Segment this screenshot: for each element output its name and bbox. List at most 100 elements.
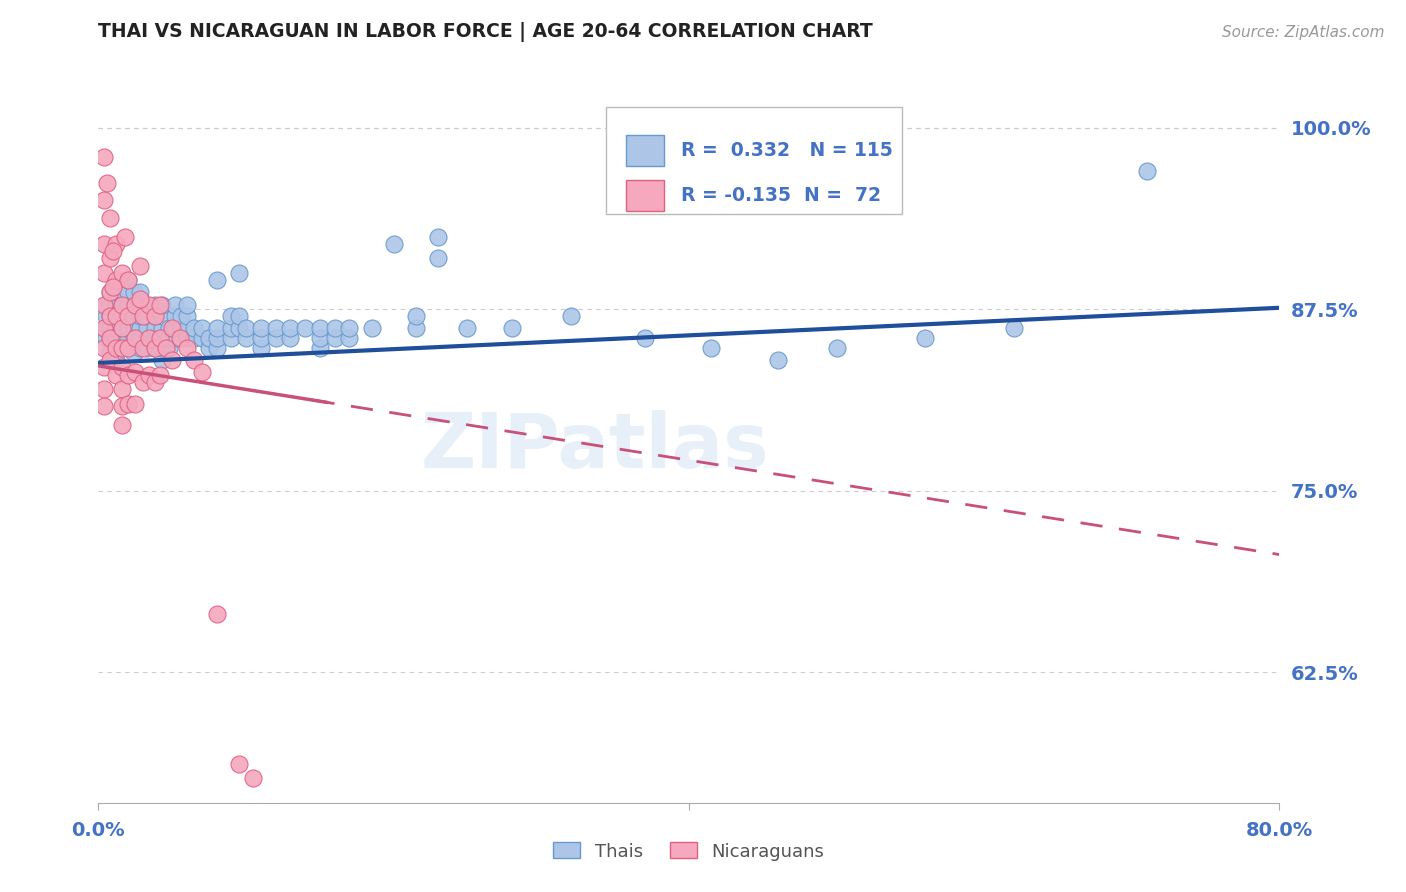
- Point: [427, 229, 450, 244]
- Point: [98, 211, 121, 225]
- Point: [183, 353, 205, 368]
- FancyBboxPatch shape: [606, 107, 901, 214]
- Point: [93, 360, 115, 375]
- Point: [124, 298, 146, 312]
- Point: [205, 331, 228, 345]
- Point: [117, 321, 139, 335]
- Point: [457, 321, 479, 335]
- Point: [111, 310, 134, 324]
- Point: [228, 310, 250, 324]
- Text: R = -0.135  N =  72: R = -0.135 N = 72: [681, 186, 880, 205]
- Point: [157, 342, 180, 356]
- Point: [93, 400, 115, 414]
- FancyBboxPatch shape: [626, 135, 664, 166]
- Point: [98, 345, 121, 359]
- Point: [93, 382, 115, 396]
- Point: [111, 342, 134, 356]
- Point: [176, 310, 198, 324]
- Point: [111, 266, 134, 280]
- Point: [150, 298, 173, 312]
- Point: [122, 298, 145, 312]
- Point: [105, 321, 128, 335]
- Point: [150, 353, 173, 368]
- Point: [93, 150, 115, 164]
- Point: [94, 310, 117, 324]
- Point: [122, 285, 145, 299]
- Point: [221, 310, 243, 324]
- Point: [138, 331, 160, 345]
- Point: [103, 244, 125, 259]
- Point: [157, 321, 180, 335]
- Point: [170, 310, 193, 324]
- Point: [235, 321, 257, 335]
- Point: [93, 236, 115, 251]
- Point: [149, 298, 172, 312]
- Point: [143, 331, 166, 345]
- Point: [122, 310, 145, 324]
- Point: [382, 236, 405, 251]
- Point: [105, 310, 128, 324]
- Point: [235, 331, 257, 345]
- Point: [128, 292, 150, 306]
- Point: [205, 607, 228, 621]
- Point: [136, 321, 159, 335]
- Point: [501, 321, 523, 335]
- Point: [98, 298, 121, 312]
- Point: [183, 331, 205, 345]
- Point: [264, 331, 287, 345]
- Point: [128, 285, 150, 299]
- Point: [111, 285, 134, 299]
- Point: [128, 310, 150, 324]
- Point: [825, 342, 848, 356]
- Point: [1002, 321, 1025, 335]
- Point: [150, 342, 173, 356]
- Point: [221, 331, 243, 345]
- Point: [98, 310, 121, 324]
- Point: [198, 342, 221, 356]
- Point: [165, 310, 187, 324]
- Point: [157, 331, 180, 345]
- Point: [143, 375, 166, 389]
- Point: [111, 400, 134, 414]
- Point: [294, 321, 316, 335]
- Point: [143, 321, 166, 335]
- Point: [250, 331, 273, 345]
- Point: [280, 321, 302, 335]
- Point: [766, 353, 789, 368]
- Point: [122, 331, 145, 345]
- Point: [105, 331, 128, 345]
- Point: [128, 331, 150, 345]
- Point: [138, 368, 160, 382]
- Point: [176, 342, 198, 356]
- Point: [143, 310, 166, 324]
- Point: [250, 342, 273, 356]
- Point: [136, 310, 159, 324]
- Point: [93, 298, 115, 312]
- Point: [339, 331, 361, 345]
- Point: [98, 353, 121, 368]
- Point: [914, 331, 936, 345]
- Point: [132, 375, 155, 389]
- Point: [170, 321, 193, 335]
- Point: [111, 342, 134, 356]
- Point: [111, 331, 134, 345]
- Point: [117, 310, 139, 324]
- Point: [339, 321, 361, 335]
- Point: [155, 342, 177, 356]
- Point: [94, 321, 117, 335]
- Point: [117, 342, 139, 356]
- Point: [93, 266, 115, 280]
- Point: [309, 331, 332, 345]
- Point: [228, 756, 250, 771]
- Point: [105, 236, 128, 251]
- Point: [150, 321, 173, 335]
- Point: [128, 259, 150, 273]
- Point: [150, 331, 173, 345]
- Point: [149, 331, 172, 345]
- Point: [205, 273, 228, 287]
- Point: [165, 321, 187, 335]
- Point: [93, 342, 115, 356]
- Point: [309, 342, 332, 356]
- Point: [323, 321, 346, 335]
- Text: R =  0.332   N = 115: R = 0.332 N = 115: [681, 141, 893, 160]
